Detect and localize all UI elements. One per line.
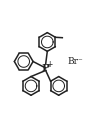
Text: +: + — [46, 60, 52, 69]
Text: Br⁻: Br⁻ — [67, 57, 83, 66]
Text: P: P — [42, 64, 50, 72]
